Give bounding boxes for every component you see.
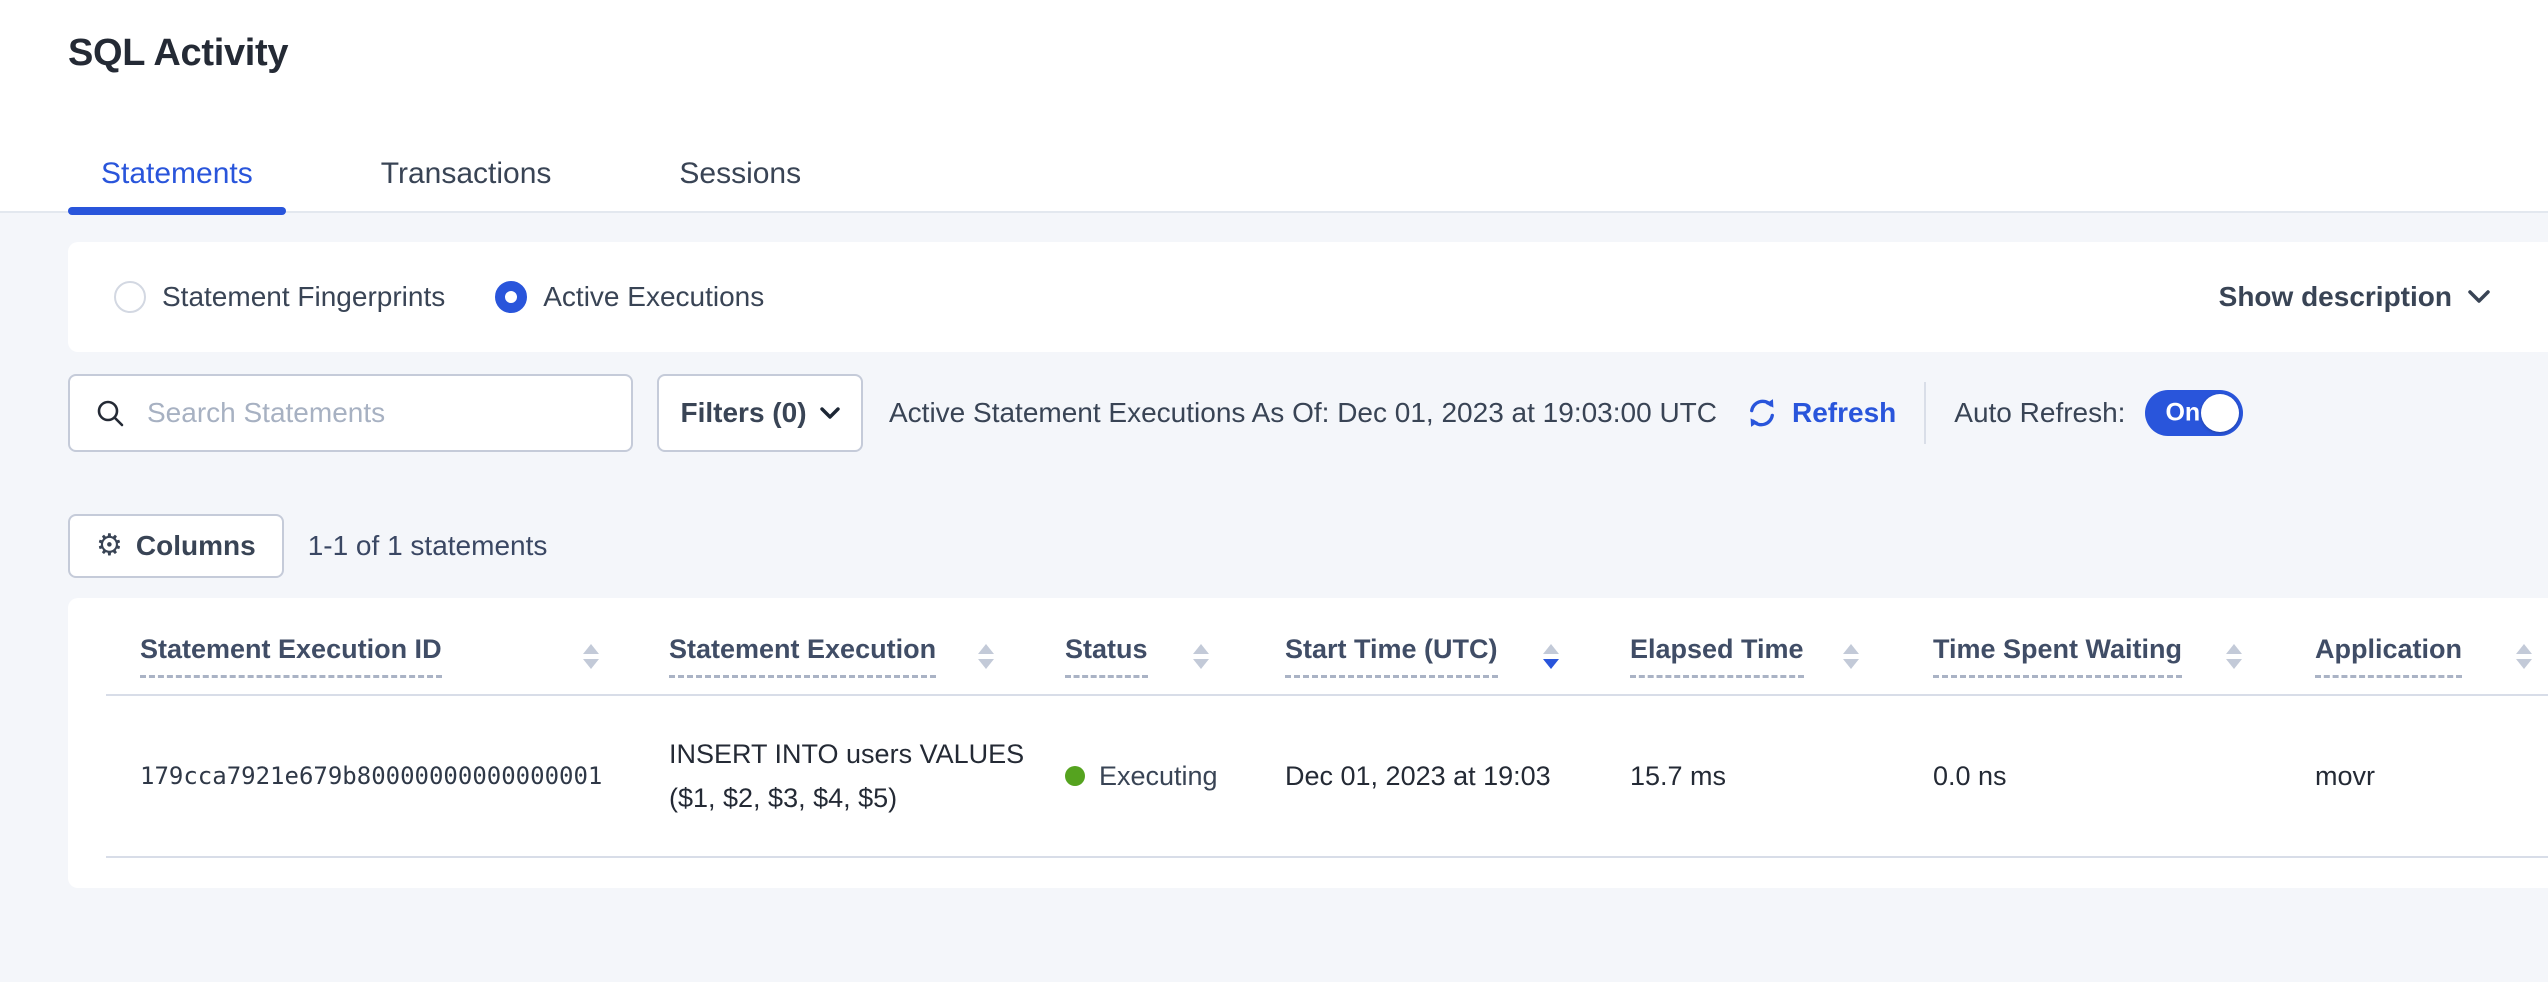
show-description-toggle[interactable]: Show description <box>2219 281 2490 313</box>
sort-arrows-icon[interactable] <box>1843 643 1859 669</box>
table-header-row: Statement Execution ID Statement Executi… <box>106 598 2548 696</box>
column-header-application: Application <box>2288 634 2548 678</box>
result-count: 1-1 of 1 statements <box>307 530 548 561</box>
search-statements-input[interactable]: Search Statements <box>68 374 633 452</box>
filters-button[interactable]: Filters (0) <box>657 374 863 452</box>
cell-start-time: Dec 01, 2023 at 19:03 <box>1285 760 1551 791</box>
sort-arrows-icon[interactable] <box>2516 643 2532 669</box>
statement-line-1: INSERT INTO users VALUES <box>669 739 1025 769</box>
sort-arrows-icon[interactable] <box>583 643 599 669</box>
column-header-start-time: Start Time (UTC) <box>1255 634 1605 678</box>
statement-line-2: ($1, $2, $3, $4, $5) <box>669 783 898 813</box>
vertical-divider <box>1924 382 1927 444</box>
tab-bar: Statements Transactions Sessions <box>68 157 834 215</box>
radio-button-icon[interactable] <box>114 281 146 313</box>
column-header-statement-execution: Statement Execution <box>645 634 1040 678</box>
column-header-status: Status <box>1040 634 1255 678</box>
refresh-icon <box>1750 399 1774 427</box>
status-text: Executing <box>1099 760 1218 791</box>
cell-statement-execution-id[interactable]: 179cca7921e679b80000000000000001 <box>140 762 603 790</box>
radio-statement-fingerprints[interactable]: Statement Fingerprints <box>114 281 445 313</box>
columns-button[interactable]: ⚙ Columns <box>68 514 284 578</box>
table-toolbar: ⚙ Columns 1-1 of 1 statements <box>68 514 2548 578</box>
view-mode-card: Statement Fingerprints Active Executions… <box>68 242 2548 352</box>
cell-elapsed-time: 15.7 ms <box>1630 760 1727 791</box>
gear-icon: ⚙ <box>96 528 123 563</box>
radio-statement-fingerprints-label: Statement Fingerprints <box>162 281 446 312</box>
cell-statement-execution[interactable]: INSERT INTO users VALUES ($1, $2, $3, $4… <box>645 732 1040 820</box>
show-description-label: Show description <box>2218 281 2452 312</box>
column-header-time-spent-waiting: Time Spent Waiting <box>1905 634 2288 678</box>
tab-sessions[interactable]: Sessions <box>646 157 834 213</box>
tab-transactions[interactable]: Transactions <box>348 157 585 213</box>
statements-table: Statement Execution ID Statement Executi… <box>68 598 2548 888</box>
table-row[interactable]: 179cca7921e679b80000000000000001 INSERT … <box>106 696 2548 858</box>
columns-button-label: Columns <box>135 530 256 561</box>
auto-refresh-label: Auto Refresh: <box>1954 397 2126 428</box>
column-header-label[interactable]: Application <box>2315 634 2462 678</box>
cell-time-spent-waiting: 0.0 ns <box>1933 760 2007 791</box>
search-placeholder: Search Statements <box>147 397 386 428</box>
search-icon <box>97 400 124 427</box>
filters-button-label: Filters (0) <box>680 397 807 428</box>
sort-arrows-icon[interactable] <box>2226 643 2242 669</box>
auto-refresh-toggle-state: On <box>2165 398 2201 427</box>
column-header-label[interactable]: Time Spent Waiting <box>1933 634 2183 678</box>
sort-arrows-icon[interactable] <box>1193 643 1209 669</box>
column-header-label[interactable]: Start Time (UTC) <box>1285 634 1498 678</box>
cell-status: Executing <box>1040 761 1255 792</box>
sort-arrows-icon[interactable] <box>1543 643 1559 669</box>
column-header-label[interactable]: Statement Execution ID <box>140 634 442 678</box>
controls-row: Search Statements Filters (0) Active Sta… <box>68 374 2548 452</box>
sort-arrows-icon[interactable] <box>978 643 994 669</box>
refresh-button-label: Refresh <box>1792 397 1897 428</box>
page-title: SQL Activity <box>68 32 289 74</box>
column-header-elapsed-time: Elapsed Time <box>1605 634 1905 678</box>
column-header-label[interactable]: Status <box>1065 634 1148 678</box>
cell-application: movr <box>2315 760 2375 791</box>
as-of-timestamp: Active Statement Executions As Of: Dec 0… <box>889 397 1717 428</box>
radio-active-executions[interactable]: Active Executions <box>495 281 764 313</box>
refresh-button[interactable]: Refresh <box>1743 394 1896 432</box>
chevron-down-icon <box>2468 290 2490 303</box>
tab-statements[interactable]: Statements <box>68 157 286 215</box>
auto-refresh-toggle[interactable]: On <box>2145 390 2244 436</box>
toggle-knob-icon <box>2201 394 2240 432</box>
chevron-down-icon <box>819 406 840 419</box>
tab-statements-label: Statements <box>101 157 253 190</box>
column-header-label[interactable]: Statement Execution <box>669 634 937 678</box>
tab-transactions-label: Transactions <box>380 157 552 190</box>
tab-sessions-label: Sessions <box>679 157 802 190</box>
column-header-statement-execution-id: Statement Execution ID <box>106 634 645 678</box>
column-header-label[interactable]: Elapsed Time <box>1630 634 1804 678</box>
radio-button-icon[interactable] <box>495 281 528 313</box>
page-header: SQL Activity Statements Transactions Ses… <box>0 0 2548 215</box>
green-dot-icon <box>1065 766 1085 786</box>
radio-active-executions-label: Active Executions <box>543 281 765 312</box>
